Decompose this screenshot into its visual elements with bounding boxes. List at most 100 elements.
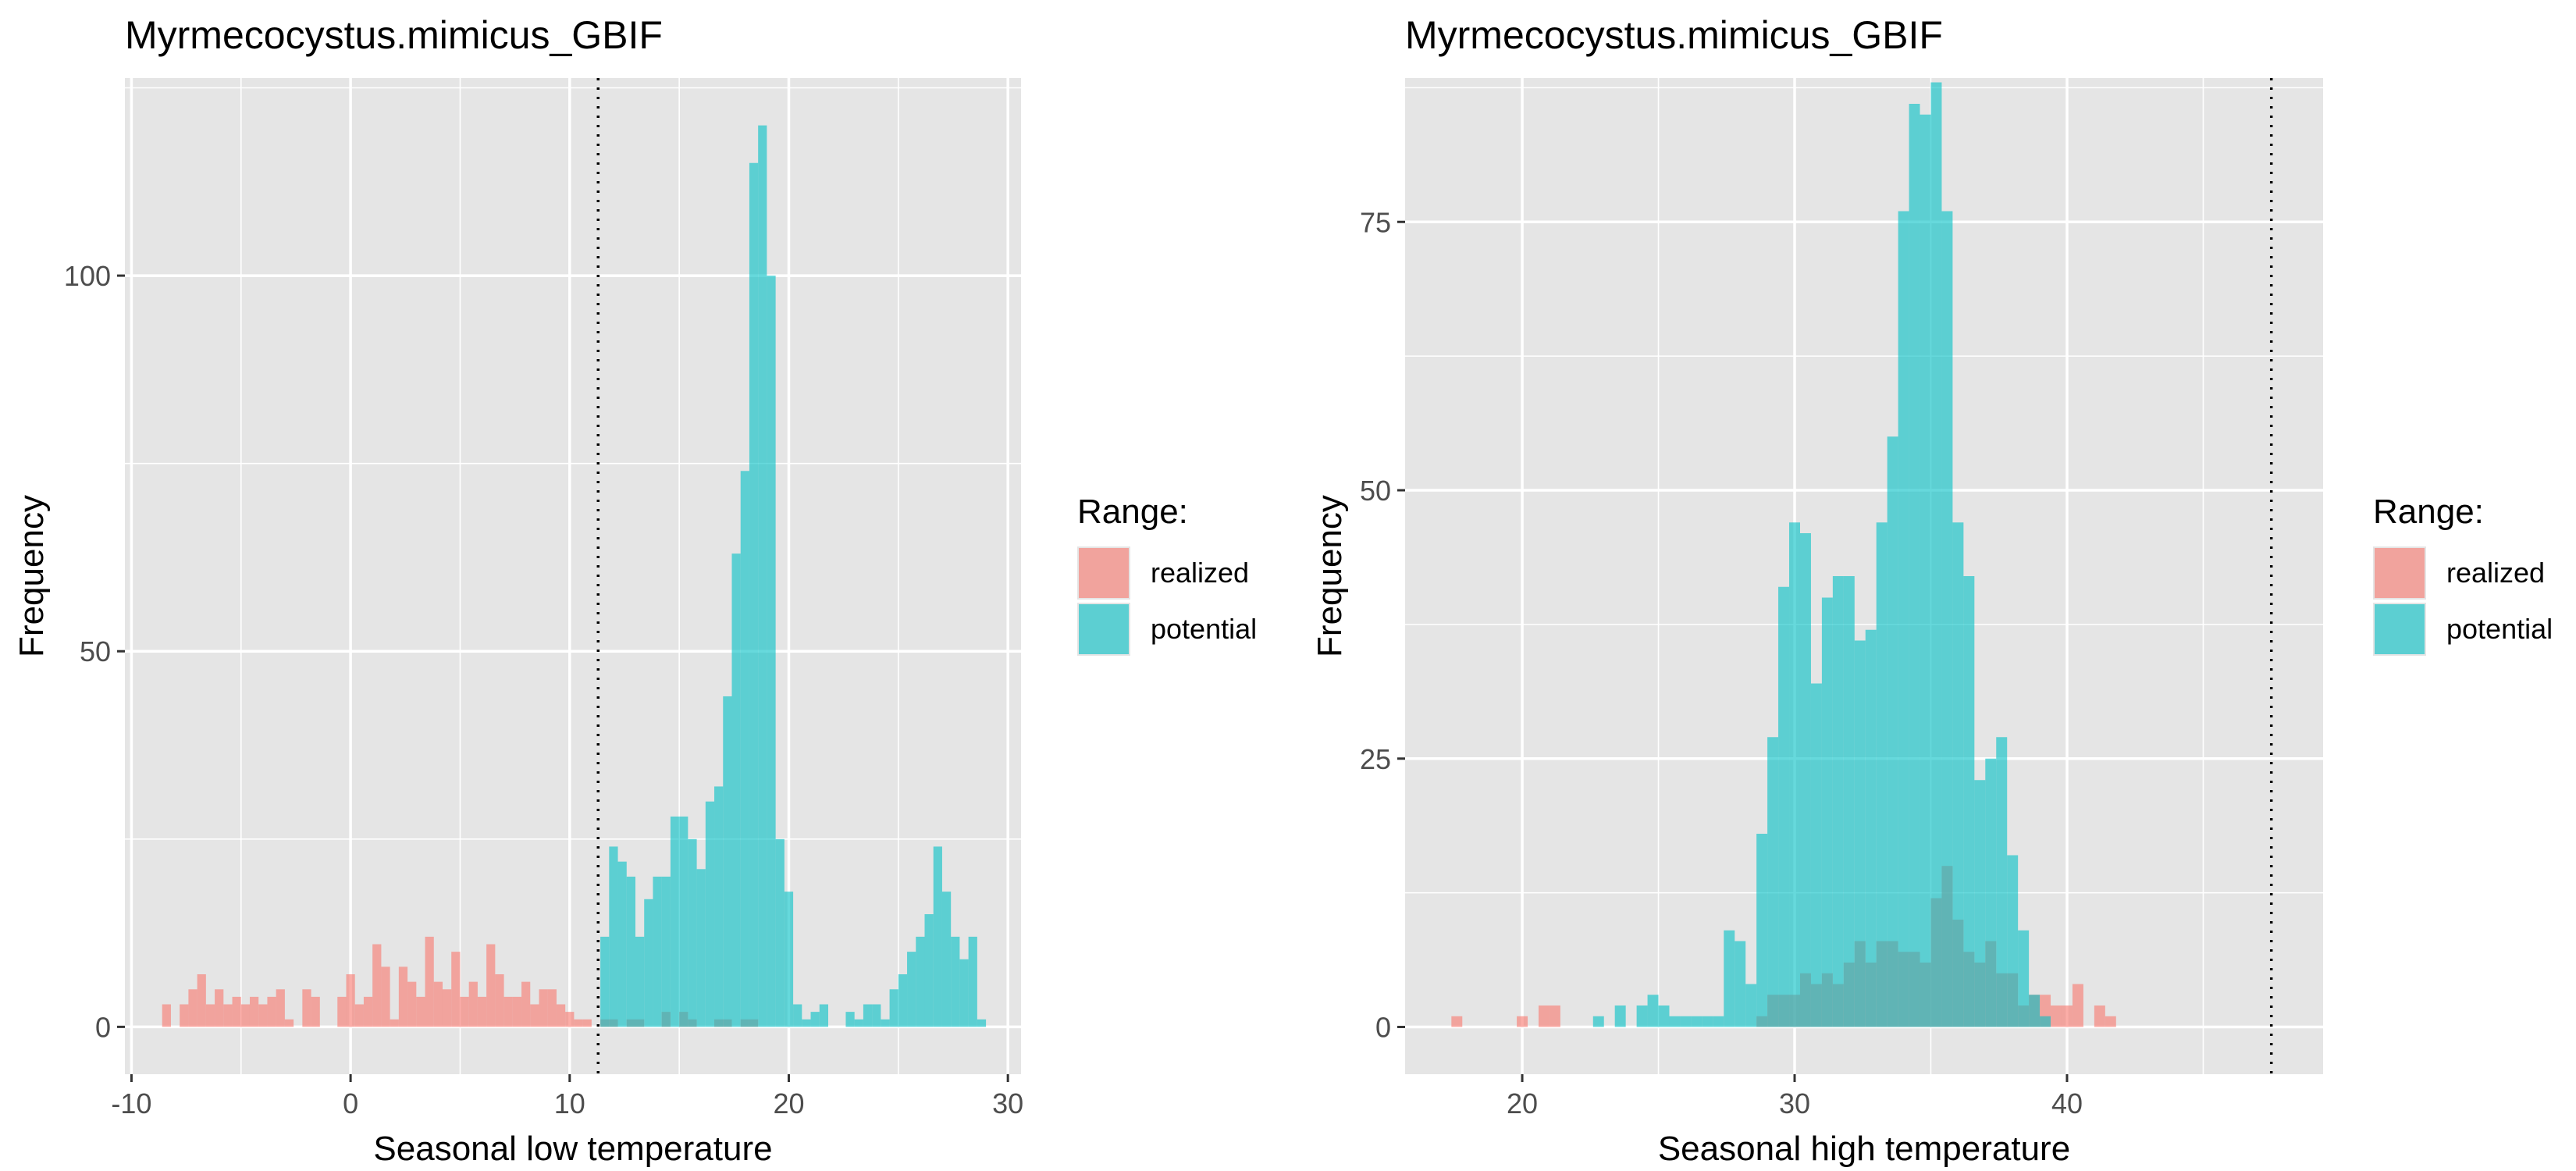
histogram-bar-potential — [758, 125, 767, 1027]
histogram-bar-realized — [433, 981, 443, 1027]
histogram-bar-potential — [977, 1019, 987, 1027]
histogram-bar-potential — [907, 952, 916, 1027]
histogram-bar-potential — [1691, 1016, 1703, 1027]
histogram-bar-realized — [442, 989, 452, 1027]
histogram-bar-potential — [872, 1004, 881, 1027]
histogram-bar-realized — [1549, 1005, 1560, 1027]
histogram-bar-potential — [1985, 758, 1997, 1027]
histogram-bar-potential — [2029, 995, 2041, 1027]
histogram-bar-potential — [609, 846, 618, 1027]
histogram-bar-potential — [898, 974, 908, 1027]
histogram-bar-potential — [1996, 737, 2008, 1027]
y-tick-label: 100 — [64, 260, 111, 292]
histogram-bar-realized — [1538, 1005, 1550, 1027]
histogram-bar-potential — [1832, 576, 1844, 1027]
chart-title: Myrmecocystus.mimicus_GBIF — [1405, 13, 1943, 57]
histogram-bar-potential — [600, 936, 610, 1027]
histogram-bar-realized — [276, 989, 285, 1027]
histogram-bar-potential — [793, 1004, 802, 1027]
histogram-bar-potential — [1843, 576, 1855, 1027]
histogram-bar-potential — [1767, 737, 1779, 1027]
histogram-bar-potential — [723, 696, 732, 1027]
series-realized — [162, 936, 759, 1027]
histogram-bar-realized — [162, 1004, 171, 1027]
histogram-bar-potential — [959, 959, 969, 1027]
histogram-bar-potential — [1658, 1005, 1670, 1027]
histogram-bar-potential — [635, 936, 645, 1027]
histogram-bar-realized — [311, 996, 320, 1027]
histogram-bar-realized — [468, 981, 478, 1027]
histogram-bar-realized — [302, 989, 311, 1027]
histogram-bar-potential — [731, 553, 741, 1027]
histogram-bar-potential — [1865, 629, 1877, 1027]
histogram-bar-realized — [2061, 1005, 2073, 1027]
plot-panel-background — [125, 78, 1021, 1074]
histogram-bar-potential — [845, 1012, 855, 1027]
histogram-bar-realized — [539, 989, 548, 1027]
y-tick-label: 0 — [95, 1011, 111, 1043]
histogram-bar-realized — [2072, 984, 2083, 1027]
histogram-bar-realized — [188, 989, 197, 1027]
histogram-bar-realized — [258, 1004, 268, 1027]
histogram-bar-realized — [363, 996, 373, 1027]
histogram-bar-realized — [574, 1019, 583, 1027]
histogram-bar-potential — [784, 892, 794, 1027]
histogram-bar-realized — [381, 966, 390, 1027]
histogram-bar-potential — [705, 801, 715, 1027]
y-tick-label: 75 — [1360, 206, 1391, 238]
histogram-bar-realized — [477, 996, 487, 1027]
histogram-bar-potential — [661, 876, 671, 1027]
histogram-bar-potential — [1614, 1005, 1626, 1027]
histogram-bar-potential — [617, 861, 627, 1027]
histogram-bar-potential — [1636, 1005, 1648, 1027]
histogram-bar-potential — [626, 876, 635, 1027]
x-tick-label: 30 — [992, 1087, 1023, 1119]
histogram-bar-realized — [521, 981, 531, 1027]
histogram-bar-realized — [337, 996, 347, 1027]
histogram-bar-potential — [1778, 586, 1790, 1027]
histogram-bar-potential — [1963, 576, 1975, 1027]
y-tick-label: 50 — [80, 635, 111, 667]
histogram-bar-potential — [714, 786, 724, 1027]
histogram-bar-realized — [416, 996, 425, 1027]
histogram-bar-potential — [863, 1004, 873, 1027]
legend: Range: realized potential — [1077, 493, 1257, 656]
legend-label-potential: potential — [2446, 613, 2553, 645]
histogram-bar-potential — [767, 276, 776, 1027]
x-tick-label: -10 — [111, 1087, 151, 1119]
histogram-bar-realized — [565, 1012, 575, 1027]
histogram-bar-potential — [775, 838, 785, 1027]
histogram-bar-potential — [916, 936, 925, 1027]
histogram-bar-realized — [180, 1004, 189, 1027]
histogram-bar-potential — [1898, 211, 1909, 1027]
histogram-bar-realized — [547, 989, 557, 1027]
histogram-bar-realized — [2105, 1016, 2116, 1027]
histogram-bar-realized — [398, 966, 408, 1027]
y-tick-label: 50 — [1360, 475, 1391, 507]
histogram-bar-potential — [1974, 780, 1986, 1027]
histogram-bar-potential — [1952, 522, 1964, 1027]
histogram-bar-potential — [810, 1012, 820, 1027]
legend-label-realized: realized — [2446, 557, 2545, 589]
histogram-bar-realized — [582, 1019, 592, 1027]
x-tick-label: 40 — [2051, 1087, 2083, 1119]
y-tick-label: 0 — [1375, 1012, 1391, 1044]
histogram-bar-potential — [644, 899, 653, 1027]
histogram-bar-potential — [1810, 683, 1822, 1027]
histogram-bar-realized — [1451, 1016, 1463, 1027]
legend-swatch-realized — [2375, 548, 2425, 598]
legend-swatch-realized — [1079, 548, 1129, 598]
histogram-bar-potential — [924, 914, 934, 1027]
histogram-bar-realized — [284, 1019, 294, 1027]
histogram-bar-potential — [951, 936, 960, 1027]
histogram-bar-potential — [1930, 82, 1942, 1027]
chart-title: Myrmecocystus.mimicus_GBIF — [125, 13, 663, 57]
x-axis-label: Seasonal low temperature — [373, 1130, 772, 1168]
histogram-bar-realized — [390, 1019, 399, 1027]
histogram-bar-realized — [407, 981, 417, 1027]
histogram-bar-realized — [240, 1004, 250, 1027]
histogram-bar-realized — [503, 996, 513, 1027]
x-axis-label: Seasonal high temperature — [1658, 1130, 2070, 1168]
histogram-bar-realized — [205, 1004, 215, 1027]
histogram-bar-potential — [881, 1019, 890, 1027]
